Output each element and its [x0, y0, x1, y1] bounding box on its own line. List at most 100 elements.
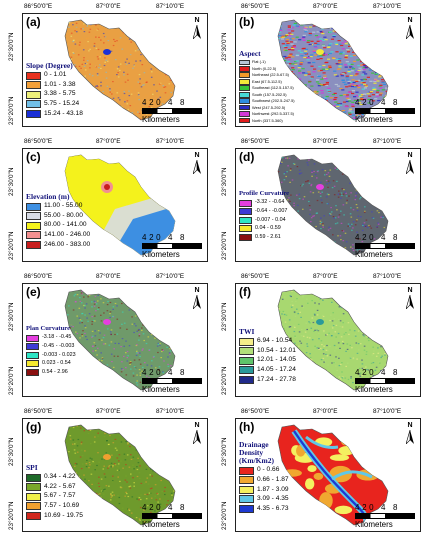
legend-item: 3.38 - 5.75: [26, 90, 83, 99]
legend-item: 10.69 - 19.75: [26, 511, 83, 520]
legend-swatch: [239, 337, 254, 346]
legend-label: 80.00 - 141.00: [44, 221, 87, 229]
x-tick-label: 87°10'0"E: [156, 3, 185, 10]
legend-label: Northeast (22.5-67.5): [252, 72, 289, 78]
x-tick-label: 87°0'0"E: [313, 408, 338, 415]
legend-item: -3.32 - -0.64: [239, 199, 289, 207]
map-panel-h: (h) N Drainage Density (Km/Km2) 0 - 0.66 0.6…: [235, 418, 421, 532]
legend: Aspect Flat (-1) North (0-22.5) Northeast (…: [239, 50, 295, 124]
legend-title: Drainage Density (Km/Km2): [239, 440, 274, 465]
legend-item: 246.00 - 383.00: [26, 240, 90, 249]
legend: Drainage Density (Km/Km2) 0 - 0.66 0.66 - …: [239, 441, 289, 515]
legend-item: Flat (-1): [239, 59, 295, 66]
legend-swatch: [239, 356, 254, 365]
legend-swatch: [26, 368, 39, 376]
legend-swatch: [239, 78, 250, 85]
legend-item: 0 - 0.66: [239, 466, 289, 475]
map-panel-b: (b) N Aspect Flat (-1) North (0-22.5) Northea…: [235, 13, 421, 127]
legend-label: West (247.5-292.5): [252, 104, 286, 110]
basin-area: [277, 289, 389, 391]
legend-label: 0.34 - 4.22: [44, 473, 76, 481]
north-label: N: [194, 287, 200, 294]
legend-title: Profile Curvature: [239, 190, 290, 197]
legend-item: 0.59 - 2.61: [239, 234, 289, 241]
x-tick-label: 87°0'0"E: [313, 3, 338, 10]
north-label: N: [194, 17, 200, 24]
x-tick-label: 86°50'0"E: [241, 138, 270, 145]
legend-swatch: [26, 360, 39, 368]
legend-label: 4.35 - 6.73: [257, 504, 289, 512]
legend-label: 10.69 - 19.75: [44, 511, 83, 519]
legend-item: 4.22 - 5.67: [26, 482, 83, 492]
basin-map: [277, 19, 389, 121]
legend-item: 7.57 - 10.69: [26, 501, 83, 511]
scale-bar: 4 2 0 4 8 Kilometers: [142, 368, 202, 394]
panel-letter: (c): [26, 150, 41, 164]
legend-label: North (0-22.5): [252, 65, 277, 71]
map-panel-f: (f) N TWI 6.94 - 10.54 10.54 - 12.01 12.01 - …: [235, 283, 421, 397]
legend-label: 7.57 - 10.69: [44, 501, 80, 509]
x-tick-label: 87°10'0"E: [156, 138, 185, 145]
panel-letter: (e): [26, 285, 41, 299]
scale-numbers: 4 2 0 4 8: [355, 98, 398, 107]
legend-label: 0.59 - 2.61: [255, 233, 281, 240]
legend-item: 80.00 - 141.00: [26, 221, 90, 230]
scale-numbers: 4 2 0 4 8: [355, 368, 398, 377]
x-tick-label: 87°0'0"E: [313, 138, 338, 145]
panel-letter: (f): [239, 285, 251, 299]
legend-label: 1.01 - 3.38: [44, 80, 76, 88]
north-arrow-icon: [193, 25, 201, 39]
legend-label: 0.04 - 0.59: [255, 225, 281, 232]
legend-label: 11.00 - 55.00: [44, 202, 83, 210]
legend-item: 0.54 - 2.96: [26, 369, 76, 376]
legend-item: 5.75 - 15.24: [26, 100, 83, 109]
legend-item: West (247.5-292.5): [239, 104, 295, 111]
y-tick-label: 23°20'0"N: [221, 501, 228, 530]
legend-item: 6.94 - 10.54: [239, 337, 296, 346]
legend-item: 14.05 - 17.24: [239, 366, 296, 375]
legend-item: 141.00 - 246.00: [26, 231, 90, 240]
north-label: N: [194, 422, 200, 429]
legend: Slope (Degree) 0 - 1.01 1.01 - 3.38 3.38 - …: [26, 62, 83, 119]
legend-label: 10.54 - 12.01: [257, 346, 296, 354]
x-tick-label: 86°50'0"E: [24, 273, 53, 280]
legend-swatch: [26, 334, 39, 342]
y-tick-label: 23°30'0"N: [221, 167, 228, 196]
legend-item: East (67.5-112.5): [239, 78, 295, 85]
legend-swatch: [239, 476, 254, 485]
legend-label: Southeast (112.5-157.5): [252, 85, 294, 91]
y-tick-label: 23°30'0"N: [221, 302, 228, 331]
legend-label: -3.18 - -0.45: [42, 334, 72, 341]
scale-bar: 4 2 0 4 8 Kilometers: [355, 503, 415, 529]
legend-swatch: [26, 343, 39, 351]
scale-graphic: [142, 378, 202, 384]
x-tick-label: 86°50'0"E: [24, 3, 53, 10]
scale-graphic: [355, 243, 415, 249]
north-arrow: N: [404, 17, 416, 39]
legend-item: -0.007 - 0.04: [239, 217, 289, 224]
x-tick-label: 87°10'0"E: [156, 273, 185, 280]
legend-swatch: [239, 91, 250, 98]
legend-title: Elevation (m): [26, 192, 70, 201]
north-arrow-icon: [406, 25, 414, 39]
legend-item: Southwest (202.5-247.5): [239, 98, 295, 104]
map-panel-d: (d) N Profile Curvature -3.32 - -0.64 -0.64 …: [235, 148, 421, 262]
scale-unit: Kilometers: [142, 250, 180, 259]
legend-label: -3.32 - -0.64: [255, 199, 285, 206]
legend-item: 1.87 - 3.09: [239, 485, 289, 494]
legend-label: South (157.5-202.5): [252, 91, 287, 97]
legend-swatch: [239, 208, 252, 216]
legend-item: 3.09 - 4.35: [239, 495, 289, 504]
legend-swatch: [26, 351, 39, 359]
scale-bar: 4 2 0 4 8 Kilometers: [142, 503, 202, 529]
north-arrow-icon: [406, 160, 414, 174]
north-label: N: [407, 287, 413, 294]
legend-label: 3.38 - 5.75: [44, 90, 76, 98]
legend-label: 4.22 - 5.67: [44, 482, 76, 490]
x-tick-label: 87°10'0"E: [373, 273, 402, 280]
x-tick-label: 87°0'0"E: [313, 273, 338, 280]
map-panel-a: (a) N Slope (Degree) 0 - 1.01 1.01 - 3.38 3.3…: [22, 13, 208, 127]
legend-swatch: [26, 109, 41, 118]
legend-label: 55.00 - 80.00: [44, 211, 83, 219]
legend-label: 0.54 - 2.96: [42, 368, 68, 375]
